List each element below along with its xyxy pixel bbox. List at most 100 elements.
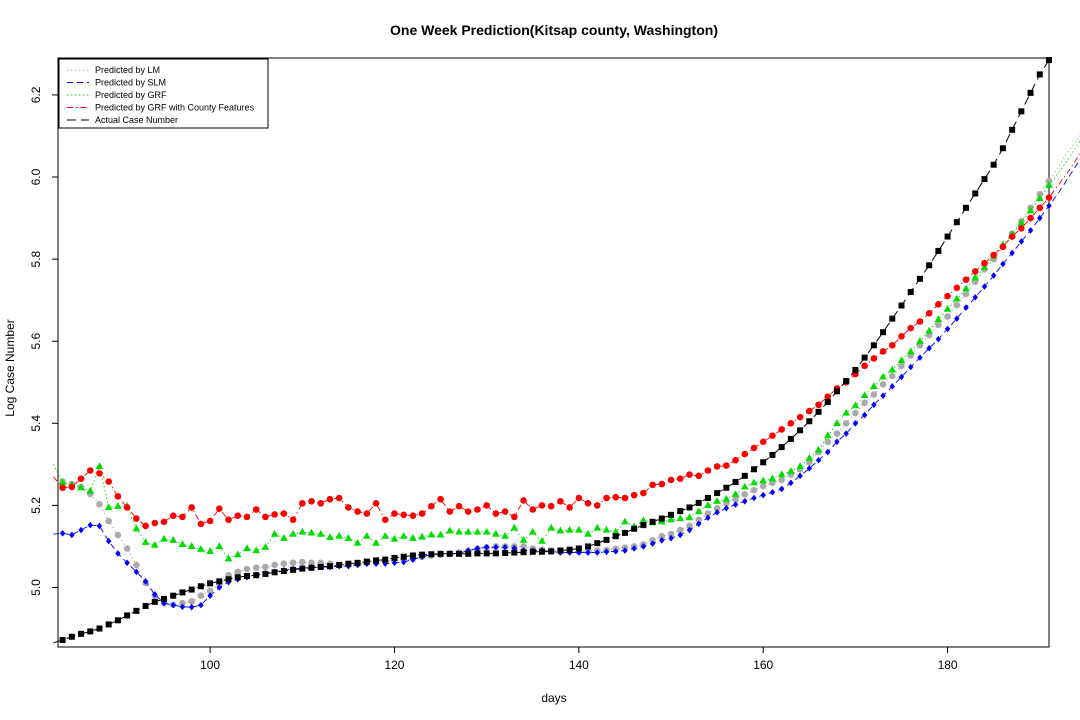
data-point <box>353 538 362 546</box>
data-point <box>96 500 103 508</box>
data-point <box>298 527 307 535</box>
data-point <box>825 448 831 456</box>
data-point <box>741 491 749 498</box>
data-point <box>667 476 675 484</box>
data-point <box>262 563 269 571</box>
data-point <box>474 550 481 557</box>
data-point <box>1008 233 1016 240</box>
data-point <box>888 372 896 380</box>
data-point <box>861 354 868 361</box>
data-point <box>1017 218 1026 226</box>
data-point <box>833 388 840 395</box>
data-point <box>179 513 186 521</box>
data-point <box>871 401 877 409</box>
data-point <box>428 551 435 558</box>
data-point <box>96 470 103 477</box>
data-point <box>206 517 214 525</box>
data-point <box>1027 214 1034 222</box>
series-line <box>53 59 1050 644</box>
data-point <box>215 542 224 550</box>
data-point <box>834 438 840 446</box>
data-point <box>732 456 739 464</box>
data-point <box>778 444 785 451</box>
data-point <box>833 419 841 426</box>
data-point <box>59 530 66 537</box>
data-point <box>409 534 417 541</box>
data-point <box>593 523 602 531</box>
y-axis-label: Log Case Number <box>3 319 17 416</box>
data-point <box>953 284 961 292</box>
data-point <box>59 484 66 492</box>
data-point <box>290 566 297 573</box>
data-point <box>584 500 592 507</box>
data-point <box>870 342 877 349</box>
data-point <box>511 549 518 556</box>
data-point <box>713 497 721 504</box>
data-point <box>502 550 509 557</box>
data-point <box>777 470 786 478</box>
data-point <box>870 355 878 362</box>
data-point <box>216 505 223 512</box>
data-point <box>889 383 895 390</box>
data-point <box>198 601 204 609</box>
data-point <box>106 537 112 545</box>
data-point <box>852 366 859 373</box>
data-point <box>594 540 601 547</box>
data-point <box>861 411 868 419</box>
data-point <box>142 602 149 609</box>
data-point <box>1018 225 1025 232</box>
data-point <box>723 484 730 491</box>
data-point <box>658 515 665 522</box>
data-point <box>400 558 407 566</box>
data-point <box>207 580 214 587</box>
data-point <box>695 520 702 528</box>
data-point <box>594 549 600 556</box>
data-point <box>105 621 112 628</box>
data-point <box>934 315 943 323</box>
data-point <box>207 592 213 599</box>
data-point <box>943 304 952 312</box>
data-point <box>124 559 130 567</box>
data-point <box>962 284 970 292</box>
data-point <box>133 515 140 522</box>
data-point <box>880 329 887 336</box>
data-point <box>732 495 739 503</box>
data-point <box>585 549 591 556</box>
data-point <box>741 450 749 458</box>
data-point <box>575 494 583 502</box>
data-point <box>124 612 131 619</box>
data-point <box>270 529 279 537</box>
data-point <box>667 515 675 523</box>
data-point <box>224 554 233 562</box>
data-point <box>233 550 242 558</box>
data-point <box>271 511 278 518</box>
data-point <box>206 547 214 554</box>
data-point <box>197 592 205 599</box>
data-point <box>796 413 804 421</box>
data-point <box>788 479 794 487</box>
data-point <box>354 559 361 566</box>
data-point <box>944 325 951 333</box>
data-point <box>428 502 435 510</box>
data-point <box>455 502 463 510</box>
data-point <box>668 534 674 542</box>
data-point <box>981 259 988 267</box>
data-point <box>1045 181 1053 188</box>
data-point <box>953 219 960 226</box>
data-point <box>161 599 167 607</box>
data-point <box>179 603 186 611</box>
data-point <box>926 344 932 352</box>
data-point <box>1036 71 1043 78</box>
data-point <box>243 572 250 579</box>
data-point <box>1046 57 1052 64</box>
data-point <box>852 409 859 417</box>
data-point <box>520 497 527 504</box>
data-point <box>750 478 758 486</box>
data-point <box>87 521 93 529</box>
data-point <box>585 543 592 550</box>
data-point <box>1026 206 1035 214</box>
data-point <box>271 569 278 576</box>
data-point <box>197 545 205 552</box>
data-point <box>446 550 453 557</box>
data-point <box>326 563 333 570</box>
